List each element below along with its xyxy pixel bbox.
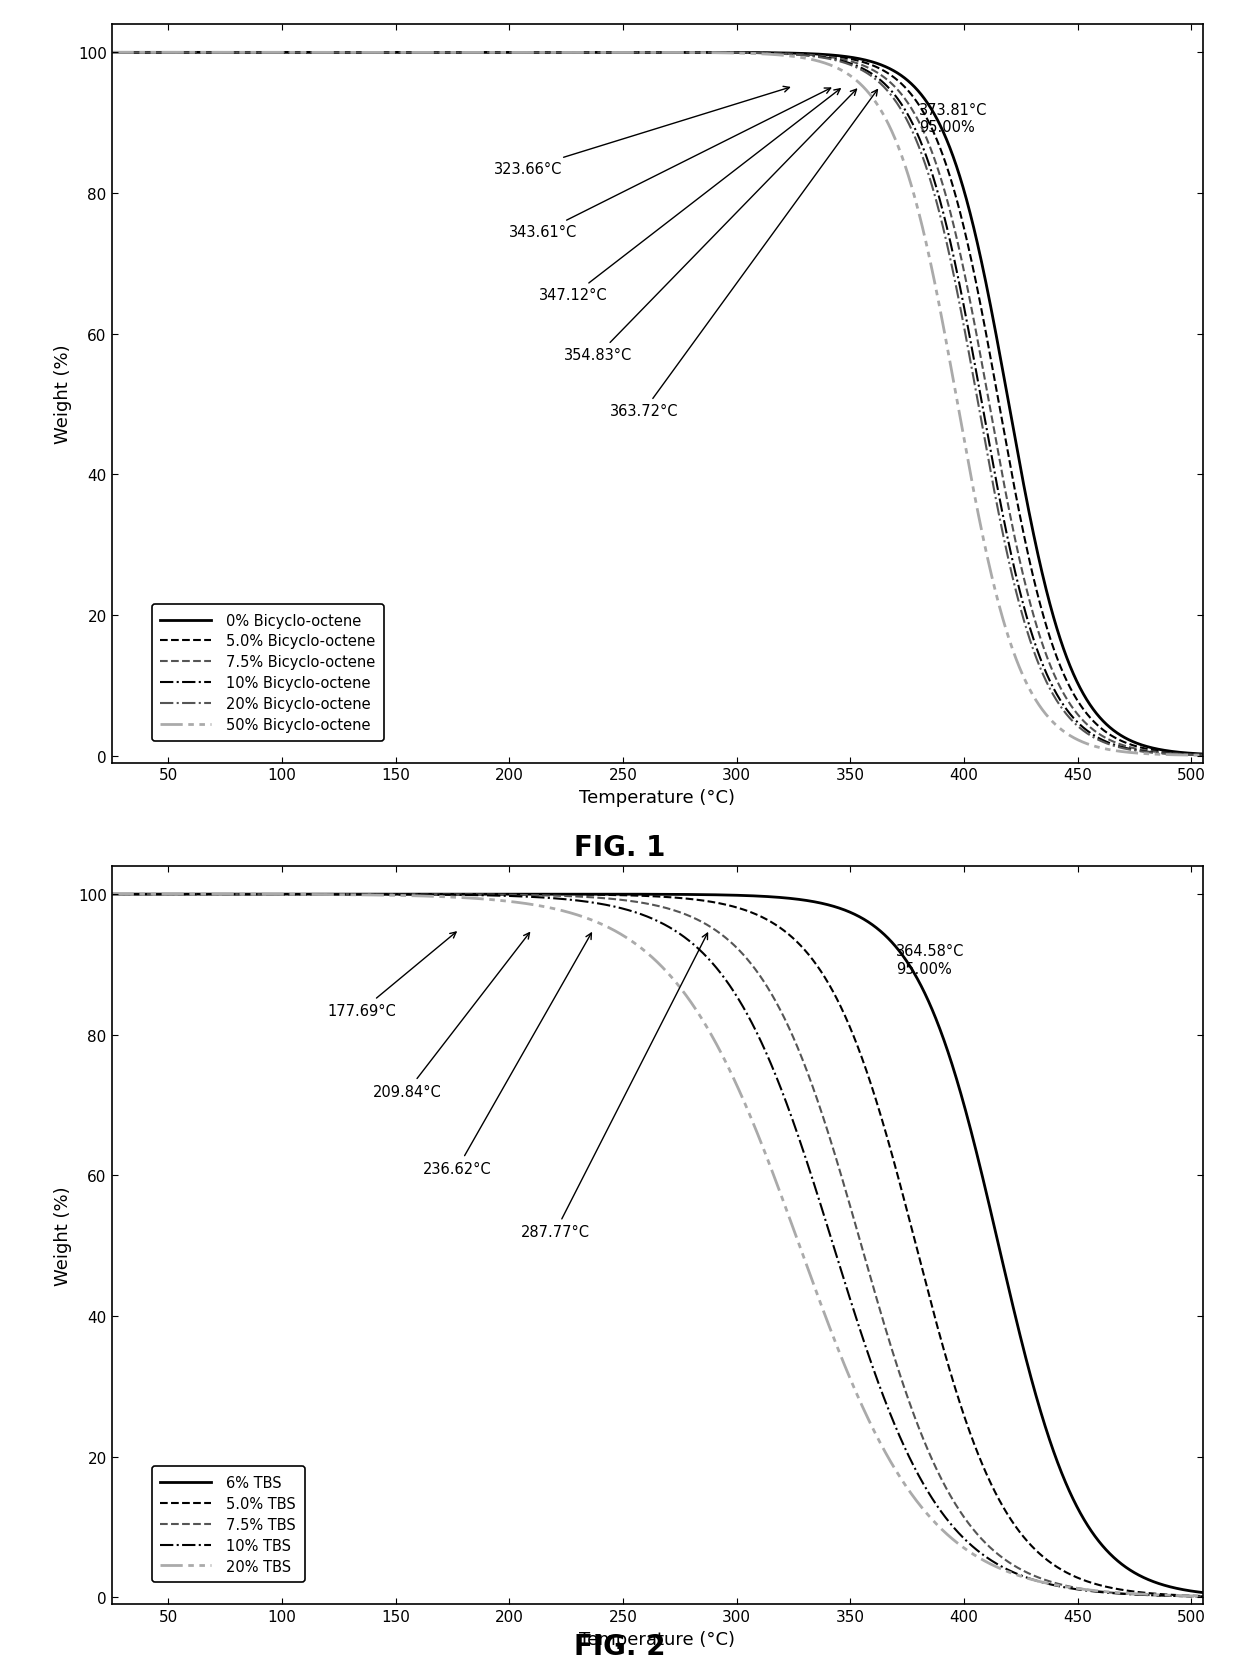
Text: 347.12°C: 347.12°C bbox=[539, 89, 841, 304]
X-axis label: Temperature (°C): Temperature (°C) bbox=[579, 788, 735, 806]
Text: 343.61°C: 343.61°C bbox=[510, 89, 831, 240]
Text: 209.84°C: 209.84°C bbox=[373, 932, 529, 1099]
Text: 287.77°C: 287.77°C bbox=[521, 934, 708, 1240]
Text: 373.81°C
95.00%: 373.81°C 95.00% bbox=[919, 102, 987, 134]
Text: 364.58°C
95.00%: 364.58°C 95.00% bbox=[895, 944, 965, 976]
Text: 323.66°C: 323.66°C bbox=[494, 87, 790, 176]
Text: 354.83°C: 354.83°C bbox=[564, 91, 857, 363]
Text: 236.62°C: 236.62°C bbox=[423, 934, 591, 1176]
X-axis label: Temperature (°C): Temperature (°C) bbox=[579, 1630, 735, 1648]
Text: 363.72°C: 363.72°C bbox=[610, 91, 878, 420]
Y-axis label: Weight (%): Weight (%) bbox=[55, 344, 72, 444]
Legend: 0% Bicyclo-octene, 5.0% Bicyclo-octene, 7.5% Bicyclo-octene, 10% Bicyclo-octene,: 0% Bicyclo-octene, 5.0% Bicyclo-octene, … bbox=[151, 605, 384, 741]
Text: 177.69°C: 177.69°C bbox=[327, 932, 456, 1018]
Legend: 6% TBS, 5.0% TBS, 7.5% TBS, 10% TBS, 20% TBS: 6% TBS, 5.0% TBS, 7.5% TBS, 10% TBS, 20%… bbox=[151, 1467, 305, 1583]
Text: FIG. 2: FIG. 2 bbox=[574, 1631, 666, 1660]
Text: FIG. 1: FIG. 1 bbox=[574, 833, 666, 862]
Y-axis label: Weight (%): Weight (%) bbox=[55, 1186, 72, 1285]
